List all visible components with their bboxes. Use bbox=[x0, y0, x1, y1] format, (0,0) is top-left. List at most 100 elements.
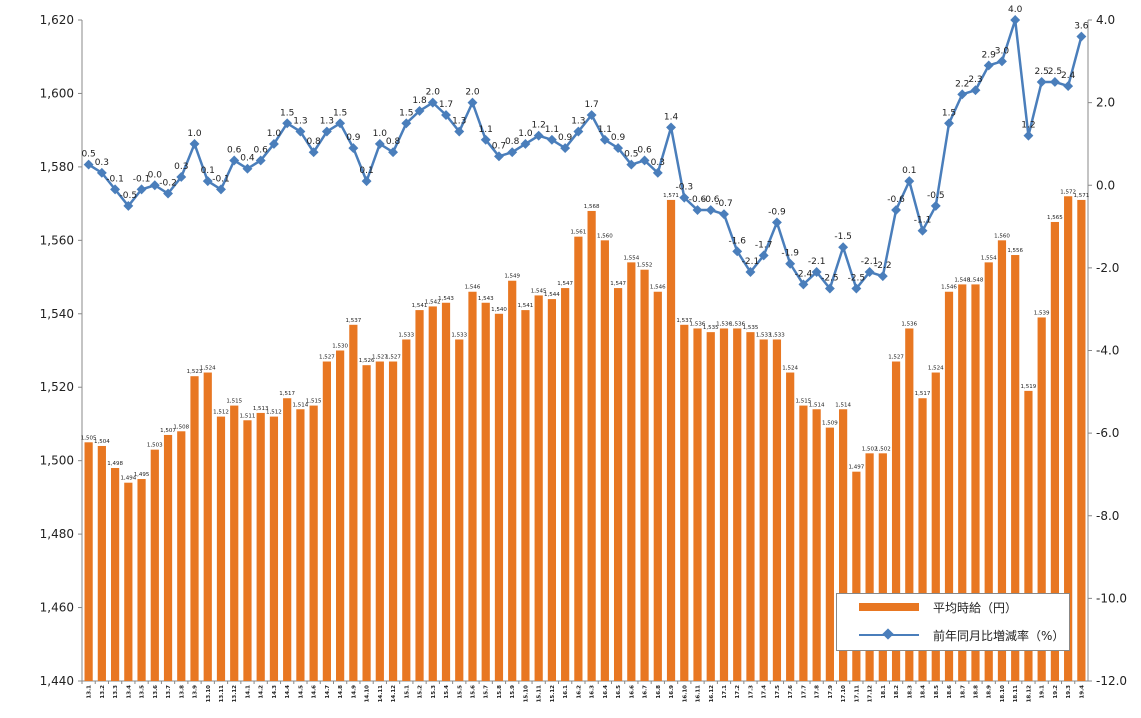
x-tick-label: 14.8 bbox=[338, 685, 344, 699]
line-point bbox=[626, 159, 637, 170]
bar-value-label: 1,554 bbox=[981, 255, 997, 261]
bar-value-label: 1,517 bbox=[279, 391, 295, 397]
x-tick-label: 15.2 bbox=[418, 685, 424, 699]
line-point bbox=[229, 155, 240, 166]
bar bbox=[468, 291, 477, 681]
line-value-label: 1.1 bbox=[598, 125, 612, 135]
x-tick-label: 16.2 bbox=[576, 685, 582, 699]
y-right-tick-label: -4.0 bbox=[1096, 344, 1119, 358]
bar-value-label: 1,536 bbox=[690, 321, 706, 327]
line-point bbox=[546, 134, 557, 145]
line-value-label: 2.2 bbox=[955, 79, 969, 89]
line-point bbox=[361, 176, 372, 187]
line-point bbox=[83, 159, 94, 170]
bar bbox=[759, 339, 768, 681]
line-value-label: 0.8 bbox=[505, 137, 520, 147]
y-left-tick-label: 1,460 bbox=[40, 601, 74, 615]
line-value-label: -2.2 bbox=[874, 261, 892, 271]
bar-value-label: 1,514 bbox=[293, 402, 309, 408]
x-tick-label: 18.12 bbox=[1026, 685, 1032, 703]
x-tick-label: 13.3 bbox=[113, 685, 119, 699]
line-value-label: 1.3 bbox=[571, 117, 585, 127]
line-point bbox=[560, 143, 571, 154]
y-left-tick-label: 1,620 bbox=[40, 13, 74, 27]
bar-value-label: 1,536 bbox=[716, 321, 732, 327]
line-value-label: 3.6 bbox=[1074, 22, 1089, 32]
bar bbox=[891, 361, 901, 681]
line-value-label: 1.2 bbox=[1021, 121, 1035, 131]
bar bbox=[322, 361, 331, 681]
bar-value-label: 1,527 bbox=[385, 355, 401, 361]
line-value-label: 0.6 bbox=[254, 145, 269, 155]
line-value-label: 2.5 bbox=[1035, 67, 1049, 77]
y-right-tick-label: 0.0 bbox=[1096, 178, 1115, 192]
x-tick-label: 18.8 bbox=[973, 685, 979, 699]
legend: 平均時給（円） 前年同月比増減率（%） bbox=[836, 593, 1070, 651]
y-right-tick-label: -12.0 bbox=[1096, 674, 1127, 688]
bar-value-label: 1,507 bbox=[160, 428, 176, 434]
x-tick-label: 14.3 bbox=[272, 685, 278, 699]
line-point bbox=[891, 205, 902, 215]
x-tick-label: 14.9 bbox=[351, 685, 357, 699]
line-point bbox=[732, 246, 743, 257]
bar-value-label: 1,515 bbox=[796, 399, 812, 405]
line-value-label: -0.5 bbox=[120, 191, 138, 201]
line-point bbox=[348, 143, 359, 154]
line-point bbox=[242, 163, 253, 174]
bar-value-label: 1,524 bbox=[782, 366, 798, 372]
line-value-label: 0.3 bbox=[95, 158, 109, 168]
line-value-label: -0.1 bbox=[212, 174, 230, 184]
x-tick-label: 14.7 bbox=[325, 685, 331, 699]
bar-value-label: 1,535 bbox=[743, 325, 759, 331]
line-point bbox=[864, 267, 875, 277]
line-value-label: 1.0 bbox=[518, 129, 533, 139]
bar bbox=[680, 324, 689, 681]
line-series bbox=[83, 15, 1087, 294]
line-value-label: -2.4 bbox=[795, 269, 813, 279]
x-tick-label: 15.6 bbox=[470, 685, 476, 699]
bar bbox=[600, 240, 609, 682]
line-point bbox=[997, 56, 1007, 67]
x-tick-label: 16.12 bbox=[709, 685, 715, 703]
y-right-tick-label: 4.0 bbox=[1096, 13, 1115, 27]
line-point bbox=[838, 242, 849, 253]
bar bbox=[812, 409, 821, 681]
bar bbox=[137, 479, 146, 681]
line-point bbox=[163, 188, 173, 199]
line-point bbox=[719, 209, 729, 220]
line-value-label: 0.8 bbox=[386, 137, 401, 147]
bar bbox=[296, 409, 305, 681]
line-value-label: 0.3 bbox=[651, 158, 665, 168]
x-tick-label: 13.2 bbox=[100, 685, 106, 699]
bar-value-label: 1,560 bbox=[597, 233, 613, 239]
line-point bbox=[824, 283, 835, 294]
bar bbox=[984, 262, 993, 681]
x-tick-label: 18.9 bbox=[987, 685, 993, 699]
x-tick-label: 19.2 bbox=[1053, 685, 1059, 699]
x-tick-label: 13.5 bbox=[140, 685, 146, 699]
bar-value-label: 1,512 bbox=[266, 410, 282, 416]
line-value-label: -2.1 bbox=[742, 257, 760, 267]
line-value-label: 1.5 bbox=[333, 108, 347, 118]
line-point bbox=[1049, 77, 1060, 87]
y-right-tick-label: -6.0 bbox=[1096, 426, 1119, 440]
bar bbox=[574, 236, 583, 681]
bar bbox=[177, 431, 186, 681]
line-point bbox=[110, 184, 121, 195]
line-value-label: 1.3 bbox=[452, 117, 466, 127]
bar bbox=[494, 313, 504, 681]
line-value-label: 2.5 bbox=[1048, 67, 1062, 77]
x-tick-label: 14.10 bbox=[365, 685, 371, 703]
line-value-label: 2.9 bbox=[982, 50, 997, 60]
x-tick-label: 17.11 bbox=[854, 685, 860, 703]
bar-value-label: 1,543 bbox=[438, 296, 454, 302]
bar bbox=[852, 471, 861, 681]
line-value-label: 0.3 bbox=[174, 162, 188, 172]
x-tick-label: 18.1 bbox=[881, 685, 887, 699]
line-value-label: 0.9 bbox=[346, 133, 361, 143]
line-value-label: 1.7 bbox=[439, 100, 453, 110]
line-value-label: -1.1 bbox=[914, 216, 932, 226]
line-point bbox=[613, 143, 624, 154]
bar bbox=[561, 288, 570, 681]
bar-value-label: 1,517 bbox=[915, 391, 931, 397]
